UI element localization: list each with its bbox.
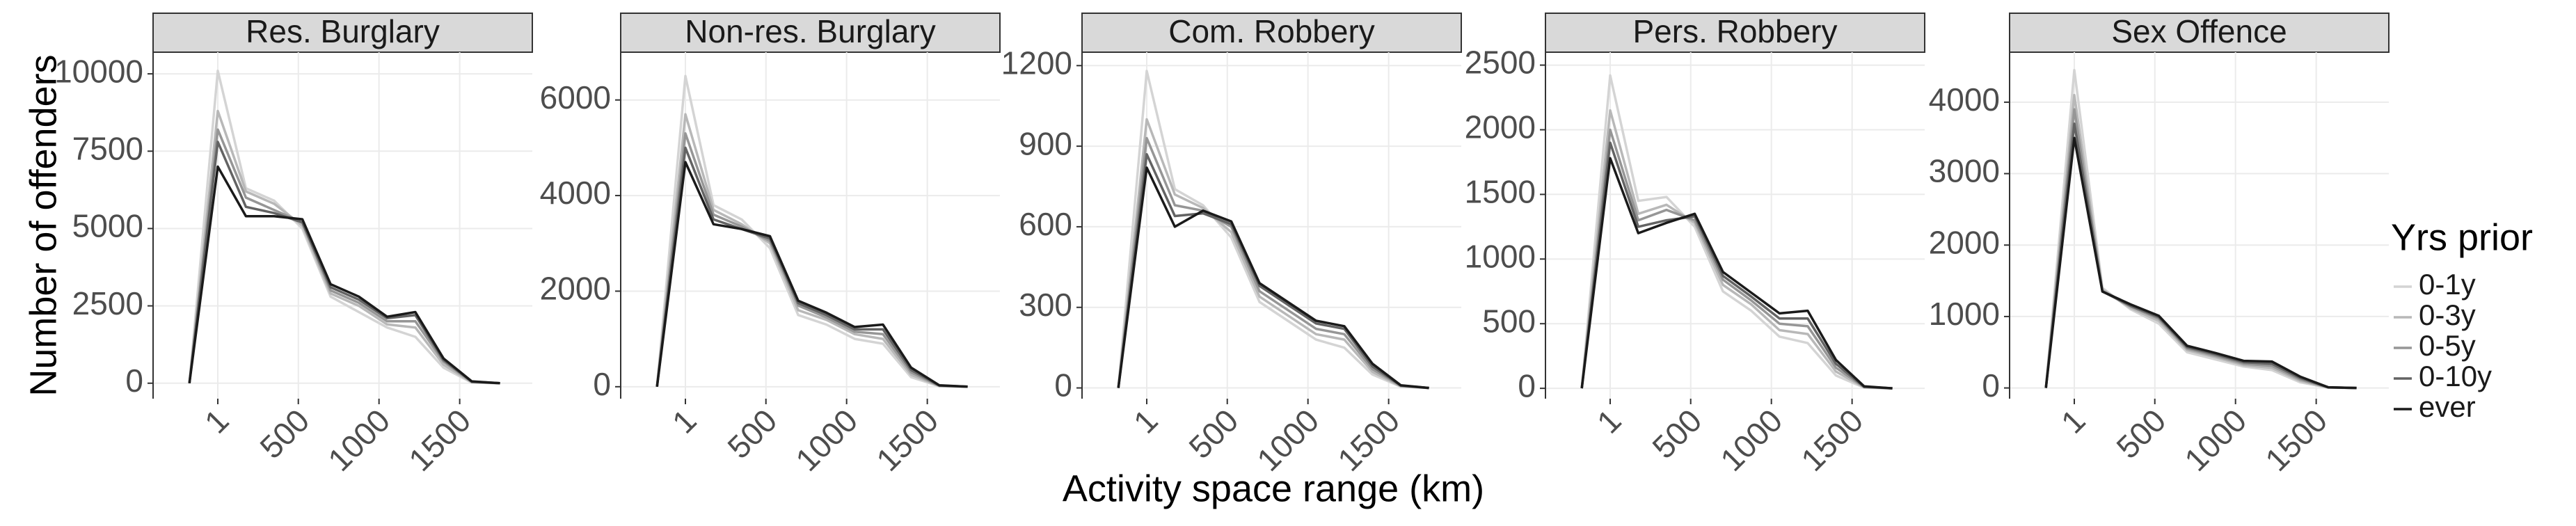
strip xyxy=(1545,13,1925,53)
legend-label: 0-1y xyxy=(2419,268,2476,301)
series-line xyxy=(655,113,968,388)
y-tick-label: 600 xyxy=(1019,206,1072,242)
series-line xyxy=(188,69,500,385)
series-line xyxy=(1580,109,1893,390)
y-tick-label: 0 xyxy=(593,366,611,402)
y-tick-label: 0 xyxy=(1518,367,1536,404)
strip xyxy=(2009,13,2390,53)
y-tick-label: 4000 xyxy=(540,175,611,211)
series-line xyxy=(655,146,968,388)
series-line xyxy=(1117,118,1429,390)
x-tick-label: 1000 xyxy=(1250,402,1326,478)
x-tick-label: 1 xyxy=(2054,402,2092,440)
x-tick-label: 1 xyxy=(198,402,236,440)
legend-label: ever xyxy=(2419,390,2476,423)
y-axis-title: Number of offenders xyxy=(22,54,64,396)
strip xyxy=(152,13,533,53)
x-tick-label: 500 xyxy=(2109,402,2172,465)
y-tick-label: 2500 xyxy=(1465,45,1536,81)
y-tick-label: 500 xyxy=(1482,303,1536,339)
series-line xyxy=(655,161,968,388)
x-axis-title: Activity space range (km) xyxy=(1063,468,1484,509)
series-line xyxy=(1117,152,1429,390)
x-tick-label: 500 xyxy=(1645,402,1708,465)
y-tick-label: 10000 xyxy=(54,53,143,89)
series-line xyxy=(188,165,500,385)
y-tick-label: 6000 xyxy=(540,79,611,115)
y-tick-label: 2500 xyxy=(72,285,143,321)
series-line xyxy=(1117,70,1429,390)
x-tick-label: 1000 xyxy=(788,402,864,478)
y-tick-label: 1000 xyxy=(1929,296,2000,332)
y-tick-label: 1200 xyxy=(1001,45,1072,81)
x-tick-label: 1000 xyxy=(2177,402,2253,478)
series-line xyxy=(1580,157,1893,390)
x-tick-label: 1000 xyxy=(1713,402,1789,478)
y-tick-label: 3000 xyxy=(1929,153,2000,189)
y-tick-label: 900 xyxy=(1019,125,1072,161)
y-tick-label: 4000 xyxy=(1929,81,2000,118)
legend-label: 0-5y xyxy=(2419,329,2476,362)
x-tick-label: 1500 xyxy=(401,402,477,478)
series-line xyxy=(655,74,968,388)
y-tick-label: 300 xyxy=(1019,287,1072,323)
y-tick-label: 1500 xyxy=(1465,174,1536,210)
series-line xyxy=(188,128,500,385)
x-tick-label: 500 xyxy=(720,402,784,465)
y-tick-label: 7500 xyxy=(72,130,143,166)
x-tick-label: 1500 xyxy=(869,402,945,478)
series-line xyxy=(1117,166,1429,390)
legend-label: 0-3y xyxy=(2419,298,2476,331)
strip xyxy=(620,13,1001,53)
x-tick-label: 1500 xyxy=(1330,402,1406,478)
series-line xyxy=(188,141,500,385)
x-tick-label: 1000 xyxy=(321,402,397,478)
y-tick-label: 1000 xyxy=(1465,238,1536,274)
legend-title: Yrs prior xyxy=(2391,216,2533,258)
y-tick-label: 2000 xyxy=(540,271,611,307)
strip xyxy=(1081,13,1462,53)
x-tick-label: 500 xyxy=(253,402,316,465)
panel-title: Pers. Robbery xyxy=(1632,13,1837,49)
series-line xyxy=(655,132,968,388)
y-tick-label: 2000 xyxy=(1465,109,1536,145)
x-tick-label: 1 xyxy=(1127,402,1165,440)
panel-title: Com. Robbery xyxy=(1168,13,1375,49)
y-tick-label: 5000 xyxy=(72,208,143,244)
panel-title: Res. Burglary xyxy=(246,13,440,49)
y-tick-label: 2000 xyxy=(1929,224,2000,260)
series-line xyxy=(2044,136,2357,390)
series-line xyxy=(2044,108,2357,390)
panel-title: Sex Offence xyxy=(2111,13,2287,49)
series-line xyxy=(1117,136,1429,390)
x-tick-label: 1500 xyxy=(2258,402,2334,478)
panel-title: Non-res. Burglary xyxy=(685,13,935,49)
series-line xyxy=(1580,74,1893,390)
legend-label: 0-10y xyxy=(2419,360,2492,392)
series-line xyxy=(188,109,500,385)
series-line xyxy=(1580,141,1893,390)
series-line xyxy=(1580,128,1893,390)
y-tick-label: 0 xyxy=(1982,367,2000,404)
x-tick-label: 1 xyxy=(665,402,703,440)
y-tick-label: 0 xyxy=(1054,367,1072,404)
x-tick-label: 1500 xyxy=(1794,402,1870,478)
x-tick-label: 500 xyxy=(1182,402,1245,465)
x-tick-label: 1 xyxy=(1590,402,1628,440)
y-tick-label: 0 xyxy=(125,362,143,399)
